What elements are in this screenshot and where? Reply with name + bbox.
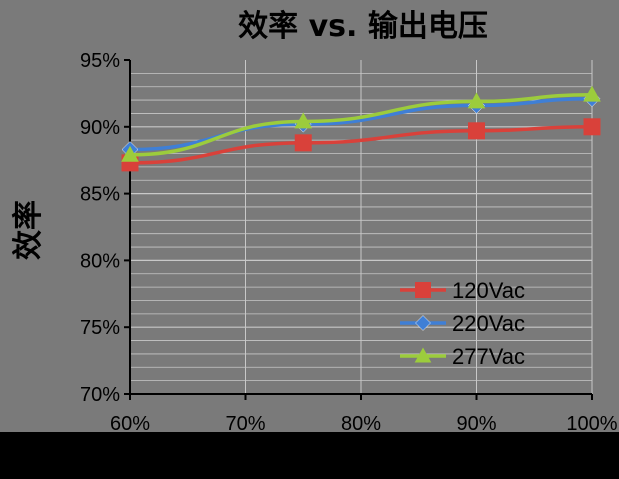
data-point [121,145,139,162]
data-point [583,85,601,102]
tick-labels: 95% 90% 85% 80% 75% 70% 60% 70% 80% 90% 100% [80,50,618,435]
data-point [294,112,313,129]
legend-item: 120Vac [400,278,525,303]
legend-label: 277Vac [452,344,525,369]
x-tick-label: 80% [341,413,381,435]
series-line [129,92,593,157]
x-tick-label: 90% [456,413,496,435]
bottom-band [0,432,619,479]
y-axis-title: 效率 [11,200,46,260]
y-tick-label: 85% [80,184,120,206]
x-tick-label: 100% [566,413,617,435]
y-tick-label: 95% [80,50,120,72]
y-tick-label: 90% [80,117,120,139]
series-line [129,125,593,165]
legend-label: 120Vac [452,278,525,303]
x-tick-label: 60% [110,413,150,435]
axes [124,59,593,400]
legend-label: 220Vac [452,311,525,336]
series-120Vac [121,118,601,172]
data-point [583,118,601,136]
x-tick-label: 70% [225,413,265,435]
legend-item: 277Vac [400,344,525,369]
legend-marker [414,347,432,363]
series-277Vac [121,85,601,162]
data-point [294,134,312,152]
y-tick-label: 75% [80,317,120,339]
x-axis-title: 输出电压 [95,441,215,476]
series-group [121,85,601,172]
data-point [468,122,485,140]
data-point [467,92,486,109]
legend: 120Vac 220Vac 277Vac [400,278,525,369]
y-tick-label: 80% [80,250,120,272]
legend-item: 220Vac [400,311,525,336]
legend-marker [415,282,431,298]
legend-marker [415,315,431,331]
y-tick-label: 70% [80,384,120,406]
chart-title: 效率 vs. 输出电压 [238,9,488,44]
